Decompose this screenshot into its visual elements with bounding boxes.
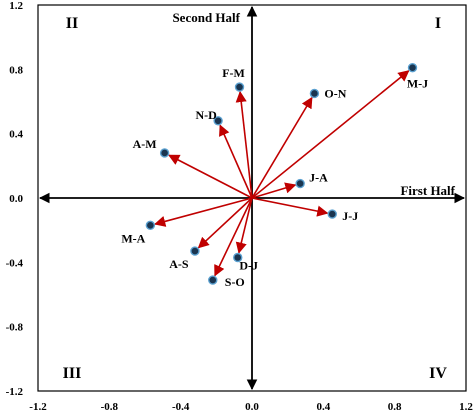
y-tick-label: 0.8	[9, 64, 23, 76]
data-point	[213, 116, 223, 126]
data-point	[327, 209, 337, 219]
y-tick-label: 0.4	[9, 129, 23, 141]
data-point	[234, 82, 245, 92]
data-point	[309, 88, 320, 99]
point-label: J-J	[342, 209, 358, 223]
y-tick-label: 0.0	[9, 193, 23, 205]
quadrant-label-iii: III	[63, 365, 82, 382]
vector-arrow	[251, 70, 410, 199]
vector-arrow	[235, 90, 253, 199]
data-point	[159, 148, 170, 158]
x-tick-label: 0.8	[388, 401, 402, 413]
vector-arrow	[168, 154, 253, 199]
vector-arrow	[251, 182, 297, 199]
point-label: A-S	[169, 257, 189, 271]
point-label: D-J	[239, 259, 258, 273]
x-tick-label: 0.4	[316, 401, 330, 413]
data-point	[407, 63, 418, 73]
data-point	[145, 220, 156, 231]
y-tick-label: -0.4	[6, 257, 24, 269]
data-point	[233, 252, 243, 263]
plot-frame	[37, 4, 467, 392]
y-tick-label: -0.8	[6, 322, 24, 334]
y-axis-title: Second Half	[172, 10, 240, 25]
data-point	[208, 275, 218, 285]
point-label: N-D	[195, 108, 217, 122]
point-label: F-M	[222, 66, 245, 80]
vector-arrow	[251, 96, 313, 199]
x-axis-title: First Half	[400, 183, 455, 198]
point-label: M-A	[121, 231, 145, 245]
quadrant-label-iv: IV	[429, 365, 447, 382]
point-label: O-N	[324, 86, 346, 100]
x-tick-label: -1.2	[29, 401, 47, 413]
vector-arrow	[251, 197, 329, 217]
vector-arrow	[154, 197, 253, 227]
x-tick-label: 1.2	[459, 401, 473, 413]
x-tick-label: -0.8	[101, 401, 119, 413]
y-tick-label: -1.2	[6, 386, 24, 398]
quadrant-label-ii: II	[66, 15, 78, 32]
quadrant-label-i: I	[435, 15, 441, 32]
vector-arrow	[219, 124, 253, 199]
x-tick-label: -0.4	[172, 401, 190, 413]
point-label: S-O	[225, 275, 245, 289]
point-label: A-M	[133, 137, 157, 151]
data-point	[190, 246, 200, 256]
point-label: M-J	[407, 77, 428, 91]
x-tick-label: 0.0	[245, 401, 259, 413]
vector-arrow	[235, 197, 253, 254]
vector-arrow	[197, 197, 253, 249]
vector-arrow	[214, 197, 253, 277]
y-tick-label: 1.2	[9, 0, 23, 12]
data-point	[295, 178, 305, 189]
point-label: J-A	[309, 171, 328, 185]
